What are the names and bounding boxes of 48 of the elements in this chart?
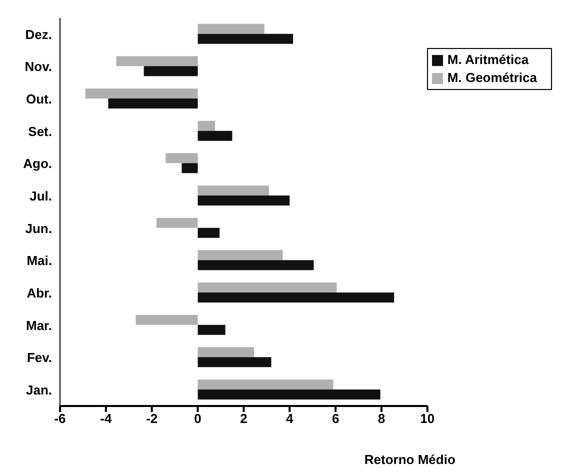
bar	[198, 357, 272, 368]
bar	[136, 314, 198, 325]
bar	[198, 195, 290, 206]
bar	[198, 34, 294, 44]
x-tick-label: -2	[146, 411, 158, 426]
legend-label: M. Geométrica	[447, 70, 537, 85]
x-axis-title: Retorno Médio	[364, 452, 456, 467]
y-tick-label: Fev.	[26, 350, 52, 366]
bar	[198, 250, 283, 260]
x-tick-label: 2	[240, 411, 248, 426]
y-tick-label: Mai.	[26, 253, 52, 268]
bar	[198, 228, 220, 238]
bar	[198, 260, 314, 270]
bar	[198, 185, 269, 196]
bar	[116, 56, 198, 66]
bar	[198, 24, 264, 34]
y-tick-label: Out.	[26, 91, 52, 106]
legend-label: M. Aritmética	[447, 52, 529, 67]
x-tick-label: -4	[100, 411, 112, 426]
bar	[198, 379, 334, 390]
bar	[198, 389, 380, 400]
bar	[198, 347, 254, 358]
y-tick-label: Nov.	[24, 59, 52, 74]
bar	[85, 88, 198, 98]
y-tick-label: Jun.	[25, 220, 52, 236]
x-tick-label: -6	[54, 411, 66, 426]
x-tick-label: 4	[286, 411, 294, 426]
y-tick-label: Mar.	[26, 318, 52, 333]
bar	[198, 292, 394, 302]
y-tick-label: Jan.	[26, 382, 52, 398]
bar	[198, 282, 337, 292]
bar	[198, 324, 226, 335]
y-tick-label: Set.	[28, 124, 52, 139]
bar	[198, 120, 215, 131]
x-tick-label: 8	[378, 411, 386, 426]
y-tick-label: Dez.	[25, 26, 52, 42]
y-tick-label: Jul.	[30, 188, 52, 204]
bar	[182, 163, 198, 174]
x-tick-label: 6	[332, 411, 340, 426]
y-tick-label: Ago.	[23, 156, 52, 172]
x-tick-label: 0	[194, 411, 202, 426]
x-tick-label: 10	[420, 411, 435, 426]
bar	[156, 218, 198, 228]
bar	[198, 130, 232, 141]
bar	[166, 153, 198, 164]
bar	[144, 66, 198, 76]
y-tick-label: Abr.	[26, 285, 52, 300]
bar	[108, 98, 198, 108]
